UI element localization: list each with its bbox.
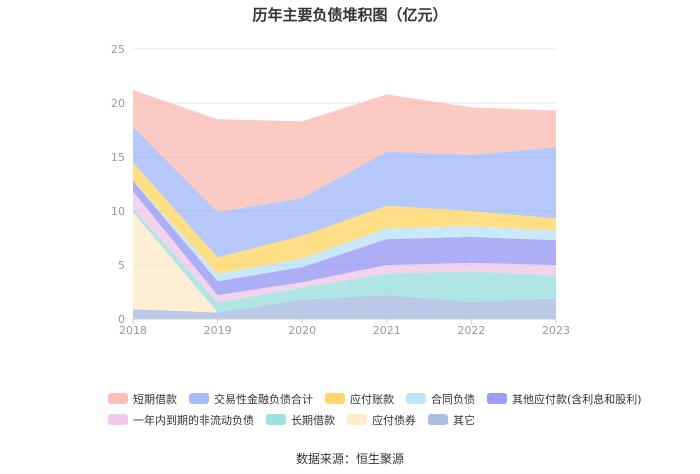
legend-item[interactable]: 其它 [428,412,475,428]
legend-row: 一年内到期的非流动负债 长期借款 应付债券 其它 [108,409,628,430]
y-tick-label: 0 [118,313,125,326]
area-series-交易性金融负债合计 [133,126,556,258]
legend-item[interactable]: 应付账款 [325,391,394,407]
x-tick-label: 2019 [204,324,232,337]
x-tick-label: 2021 [373,324,401,337]
y-tick-label: 25 [111,43,125,56]
legend-label: 长期借款 [291,413,335,427]
legend-label: 其他应付款(含利息和股利) [512,392,642,406]
legend-row: 短期借款 交易性金融负债合计 应付账款 合同负债 其他应付款(含利息和股利) [108,388,642,409]
legend-item[interactable]: 短期借款 [108,391,177,407]
x-tick-label: 2023 [542,324,570,337]
legend-item[interactable]: 合同负债 [406,391,475,407]
area-series-短期借款 [133,90,556,213]
legend-item[interactable]: 一年内到期的非流动负债 [108,412,254,428]
area-series-应付债券 [133,212,556,313]
legend-swatch [406,393,426,404]
chart-legend: 短期借款 交易性金融负债合计 应付账款 合同负债 其他应付款(含利息和股利) 一年内到期… [108,388,642,430]
legend-label: 交易性金融负债合计 [214,392,313,406]
y-tick-label: 15 [111,151,125,164]
x-tick-label: 2022 [457,324,485,337]
x-tick-label: 2020 [288,324,316,337]
legend-item[interactable]: 应付债券 [347,412,416,428]
legend-label: 应付账款 [350,392,394,406]
legend-swatch [347,414,367,425]
legend-item[interactable]: 交易性金融负债合计 [189,391,313,407]
y-tick-label: 10 [111,205,125,218]
x-tick-label: 2018 [119,324,147,337]
legend-item[interactable]: 其他应付款(含利息和股利) [487,391,642,407]
chart-title: 历年主要负债堆积图（亿元） [252,6,448,24]
legend-swatch [266,414,286,425]
area-series-其它 [133,295,556,319]
area-series-应付账款 [133,162,556,274]
legend-label: 合同负债 [431,392,475,406]
area-series-一年内到期的非流动负债 [133,191,556,303]
area-series-长期借款 [133,208,556,313]
legend-swatch [487,393,507,404]
y-tick-label: 5 [118,259,125,272]
area-series-其他应付款(含利息和股利) [133,180,556,296]
legend-swatch [108,414,128,425]
legend-label: 其它 [453,413,475,427]
legend-item[interactable]: 长期借款 [266,412,335,428]
data-source-note: 数据来源：恒生聚源 [295,452,404,466]
legend-label: 应付债券 [372,413,416,427]
stacked-area-chart: 0 5 10 15 20 25 2018 2019 2020 2021 2022 2023 [111,43,570,337]
legend-swatch [428,414,448,425]
legend-label: 短期借款 [133,392,177,406]
legend-swatch [189,393,209,404]
legend-swatch [325,393,345,404]
area-series-合同负债 [133,180,556,282]
y-tick-label: 20 [111,97,125,110]
legend-label: 一年内到期的非流动负债 [133,413,254,427]
legend-swatch [108,393,128,404]
